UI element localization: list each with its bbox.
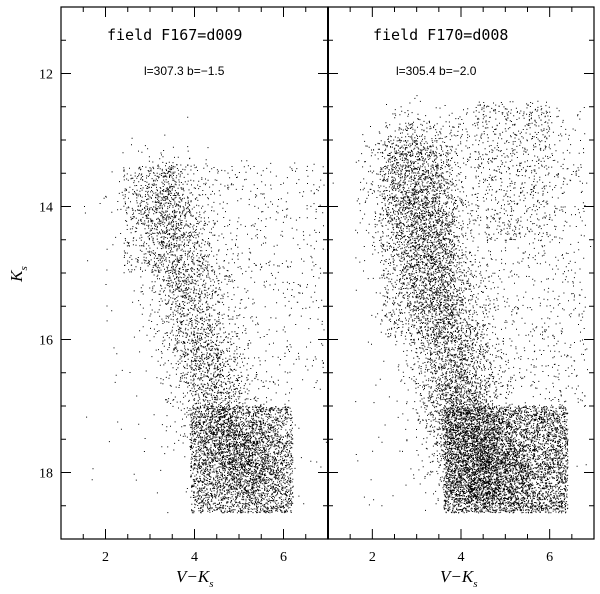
x-tick-label: 6 bbox=[546, 550, 553, 565]
panel-left-title: field F167=d009 bbox=[107, 26, 242, 44]
y-tick-label: 16 bbox=[39, 334, 53, 349]
x-tick-label: 4 bbox=[458, 550, 465, 565]
x-axis-title-right-sub: s bbox=[473, 578, 477, 589]
panel-right-subtitle: l=305.4 b=−2.0 bbox=[396, 64, 477, 78]
y-axis-title: Ks bbox=[7, 266, 30, 283]
svg-text:Ks: Ks bbox=[7, 266, 30, 283]
x-axis-title-right: V−Ks bbox=[440, 567, 477, 589]
panel-left-star-points bbox=[84, 116, 327, 514]
x-axis-title-left-main: V−K bbox=[176, 567, 211, 586]
y-axis-title-sub: s bbox=[18, 266, 30, 270]
panel-right-frame bbox=[327, 6, 595, 540]
x-tick-label: 6 bbox=[280, 550, 287, 565]
x-tick-label: 4 bbox=[191, 550, 198, 565]
panel-right-title: field F170=d008 bbox=[373, 26, 508, 44]
y-tick-label: 14 bbox=[39, 201, 53, 216]
axis-ticks: 2 4 6 2 4 6 12 14 16 18 bbox=[39, 7, 594, 565]
y-tick-label: 12 bbox=[39, 68, 53, 83]
x-tick-label: 2 bbox=[102, 550, 109, 565]
x-axis-title-left: V−Ks bbox=[176, 567, 213, 589]
panel-left-frame bbox=[60, 6, 329, 540]
x-axis-title-right-main: V−K bbox=[440, 567, 475, 586]
panel-left-subtitle: l=307.3 b=−1.5 bbox=[144, 64, 225, 78]
panel-left-points bbox=[84, 116, 327, 514]
y-axis-title-main: K bbox=[7, 269, 26, 283]
panel-right-star-points bbox=[332, 95, 592, 514]
x-axis-title-left-sub: s bbox=[209, 578, 213, 589]
y-tick-label: 18 bbox=[39, 467, 53, 482]
panel-right-points bbox=[332, 95, 592, 514]
x-tick-label: 2 bbox=[369, 550, 376, 565]
